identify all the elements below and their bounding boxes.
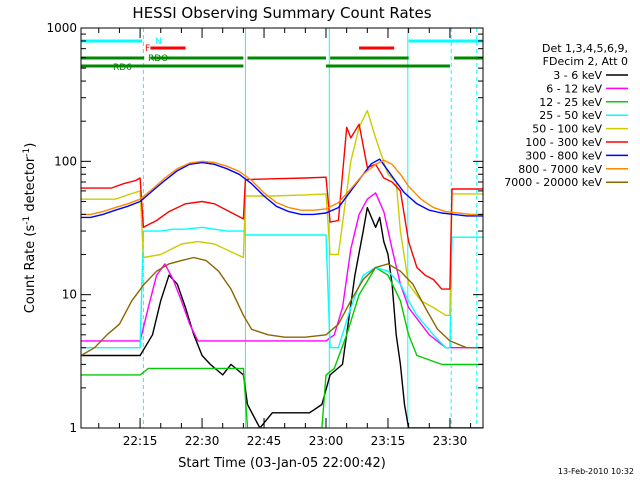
x-tick-label: 23:30: [433, 434, 468, 448]
legend-label-3: 25 - 50 keV: [539, 109, 602, 122]
y-tick-label: 1: [69, 421, 77, 435]
x-tick-label: 22:45: [247, 434, 282, 448]
legend-label-6: 300 - 800 keV: [525, 149, 602, 162]
y-tick-label: 10: [62, 288, 77, 302]
x-axis: 22:15 22:30 22:45 23:00 23:15 23:30: [98, 28, 472, 448]
status-label-rdo: RDO: [148, 54, 168, 64]
y-tick-label: 100: [54, 154, 77, 168]
x-tick-label: 22:15: [123, 434, 158, 448]
chart-title: HESSI Observing Summary Count Rates: [132, 4, 431, 22]
legend-label-4: 50 - 100 keV: [532, 123, 602, 136]
plot-frame: [80, 27, 484, 429]
status-label-rd6: RD6: [113, 63, 132, 73]
footer-date: 13-Feb-2010 10:32: [558, 467, 634, 476]
series-line-0: [81, 206, 483, 428]
status-label-f: F: [145, 44, 150, 54]
series-line-3: [81, 226, 483, 349]
series-line-2: [81, 266, 483, 428]
legend-label-1: 6 - 12 keV: [546, 82, 602, 95]
x-tick-label: 22:30: [185, 434, 220, 448]
legend-label-5: 100 - 300 keV: [525, 136, 602, 149]
y-tick-label: 1000: [46, 21, 77, 35]
legend-header-line-2: FDecim 2, Att 0: [543, 55, 628, 68]
x-axis-label: Start Time (03-Jan-05 22:00:42): [178, 456, 386, 471]
x-tick-label: 23:00: [309, 434, 344, 448]
series-line-5: [81, 123, 483, 290]
y-axis: 1 10 100 1000: [46, 21, 483, 435]
y-axis-label-sup2: -1: [22, 148, 32, 157]
legend-label-0: 3 - 6 keV: [553, 69, 602, 82]
y-axis-label-end: ): [23, 143, 38, 148]
y-axis-label-mid: detector: [23, 156, 38, 216]
legend-label-2: 12 - 25 keV: [539, 96, 602, 109]
legend-label-8: 7000 - 20000 keV: [504, 176, 602, 189]
y-axis-label: Count Rate (s-1 detector-1): [22, 143, 38, 314]
x-tick-label: 23:15: [371, 434, 406, 448]
legend-label-7: 800 - 7000 keV: [518, 163, 602, 176]
series-line-7: [81, 159, 483, 216]
y-axis-label-text: Count Rate (s: [23, 225, 38, 314]
y-axis-label-sup1: -1: [22, 216, 32, 225]
legend: Det 1,3,4,5,6,9, FDecim 2, Att 0 3 - 6 k…: [504, 42, 628, 189]
series-line-6: [81, 158, 483, 219]
legend-header-line-1: Det 1,3,4,5,6,9,: [542, 42, 628, 55]
series-line-8: [81, 256, 483, 357]
status-label-n: N: [155, 37, 162, 47]
